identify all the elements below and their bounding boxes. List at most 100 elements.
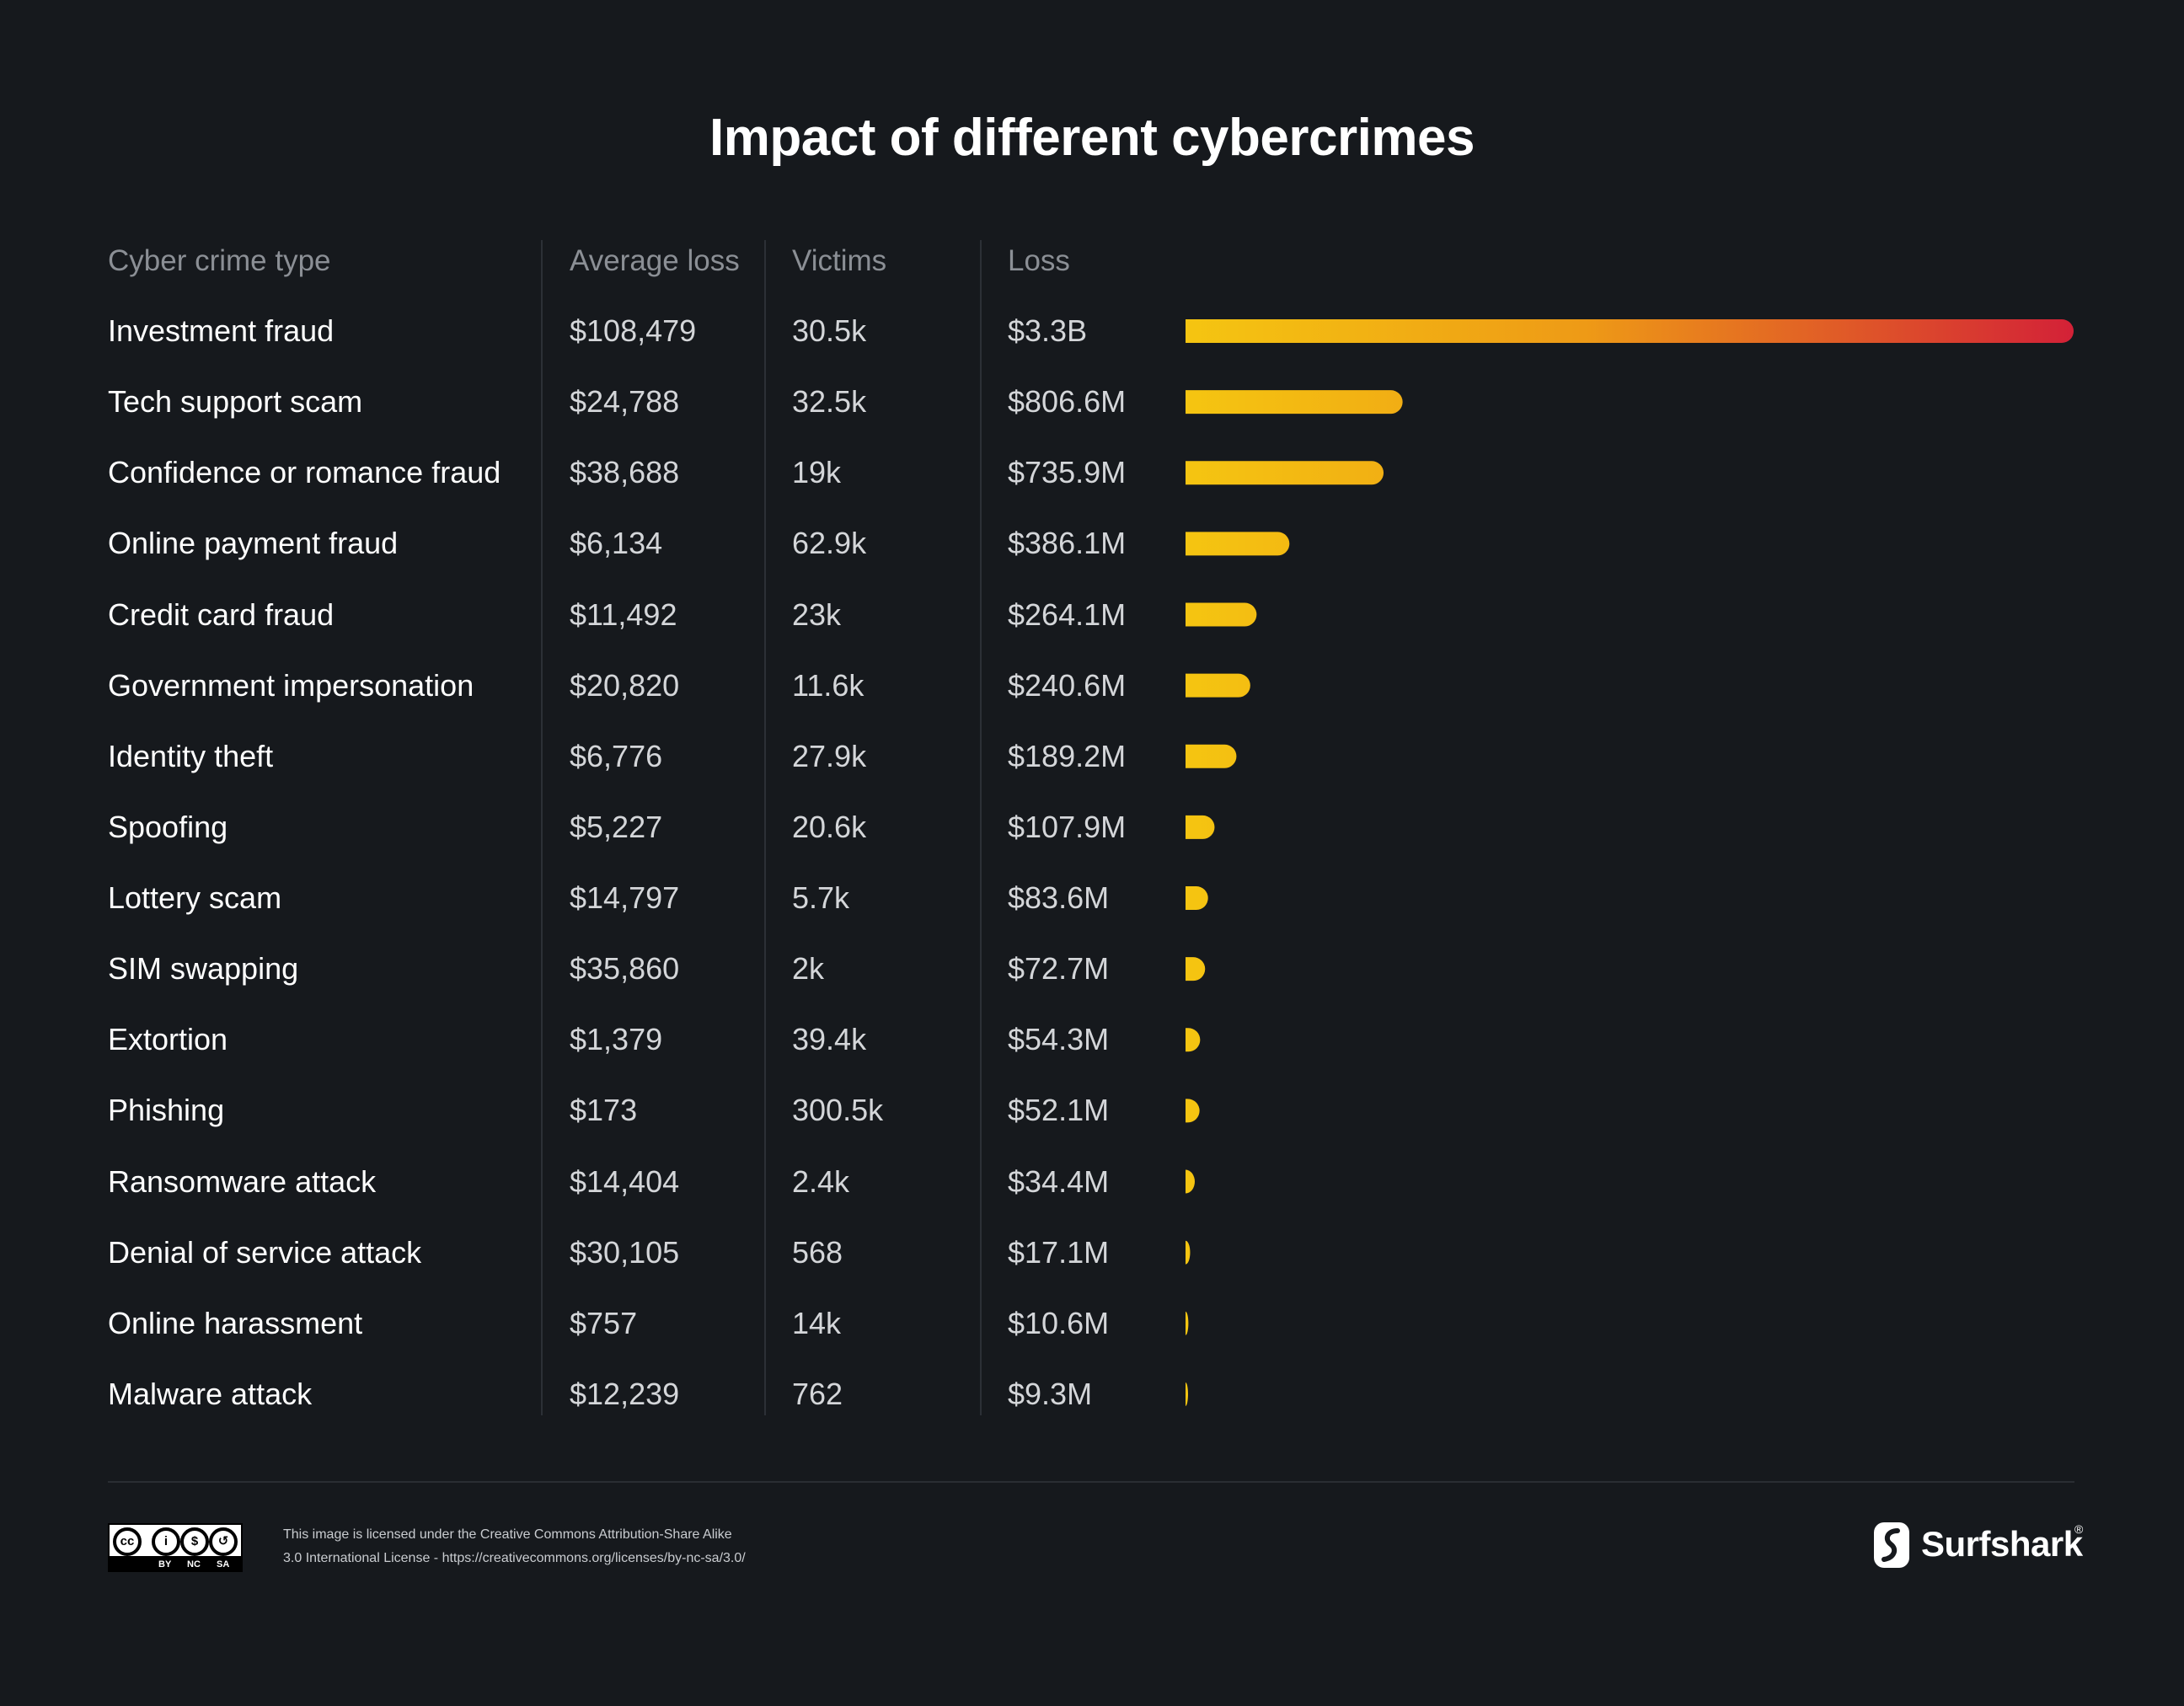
column-divider	[764, 240, 766, 1415]
crime-type: Government impersonation	[108, 667, 474, 703]
loss-label: $3.3B	[1008, 313, 1088, 348]
victims: 20.6k	[792, 809, 867, 844]
loss-bar	[1186, 1311, 1189, 1335]
victims: 39.4k	[792, 1022, 867, 1057]
badge-label-nc: NC	[187, 1559, 201, 1570]
loss-label: $54.3M	[1008, 1022, 1110, 1057]
sa-icon: ↺	[209, 1527, 238, 1556]
average-loss: $38,688	[570, 455, 680, 490]
loss-bar	[1186, 602, 1257, 627]
victims: 19k	[792, 455, 842, 490]
badge-label-by: BY	[158, 1559, 172, 1570]
victims: 11.6k	[792, 667, 864, 703]
victims: 300.5k	[792, 1093, 884, 1128]
license-line-2: 3.0 International License - https://crea…	[283, 1551, 746, 1565]
crime-type: Phishing	[108, 1093, 225, 1128]
loss-label: $189.2M	[1008, 738, 1127, 773]
crime-type: SIM swapping	[108, 951, 299, 987]
average-loss: $24,788	[570, 384, 680, 420]
loss-bar	[1186, 461, 1384, 485]
victims: 30.5k	[792, 313, 867, 348]
victims: 2.4k	[792, 1163, 850, 1199]
average-loss: $20,820	[570, 667, 680, 703]
average-loss: $35,860	[570, 951, 680, 987]
average-loss: $108,479	[570, 313, 697, 348]
crime-type: Online harassment	[108, 1305, 363, 1340]
victims: 568	[792, 1234, 843, 1270]
crime-type: Identity theft	[108, 738, 274, 773]
crime-type: Confidence or romance fraud	[108, 455, 501, 490]
loss-label: $72.7M	[1008, 951, 1110, 987]
nc-icon: $	[180, 1527, 209, 1556]
loss-bar	[1186, 1169, 1195, 1194]
loss-bar	[1186, 1028, 1201, 1052]
victims: 14k	[792, 1305, 842, 1340]
crime-type: Ransomware attack	[108, 1163, 377, 1199]
loss-bar	[1186, 390, 1403, 414]
loss-label: $34.4M	[1008, 1163, 1110, 1199]
loss-bar	[1186, 1382, 1188, 1406]
crime-type: Spoofing	[108, 809, 228, 844]
loss-label: $806.6M	[1008, 384, 1127, 420]
loss-bar	[1186, 673, 1250, 698]
loss-bar	[1186, 744, 1237, 768]
page-title: Impact of different cybercrimes	[709, 109, 1475, 167]
loss-label: $735.9M	[1008, 455, 1127, 490]
average-loss: $1,379	[570, 1022, 663, 1057]
loss-label: $10.6M	[1008, 1305, 1110, 1340]
victims: 5.7k	[792, 880, 850, 916]
header-loss: Loss	[1008, 244, 1070, 277]
crime-type: Tech support scam	[108, 384, 363, 420]
average-loss: $14,797	[570, 880, 680, 916]
victims: 27.9k	[792, 738, 867, 773]
average-loss: $6,776	[570, 738, 663, 773]
victims: 762	[792, 1376, 843, 1411]
loss-label: $240.6M	[1008, 667, 1127, 703]
loss-label: $264.1M	[1008, 596, 1127, 632]
crime-type: Extortion	[108, 1022, 228, 1057]
loss-bar	[1186, 1240, 1191, 1265]
header-average-loss: Average loss	[570, 244, 740, 277]
average-loss: $173	[570, 1093, 638, 1128]
victims: 2k	[792, 951, 825, 987]
average-loss: $30,105	[570, 1234, 680, 1270]
victims: 32.5k	[792, 384, 867, 420]
average-loss: $6,134	[570, 526, 663, 561]
license-text: This image is licensed under the Creativ…	[283, 1523, 746, 1570]
loss-bar	[1186, 1099, 1200, 1123]
header-victims: Victims	[792, 244, 887, 277]
cc-icon: cc	[113, 1527, 142, 1556]
loss-label: $107.9M	[1008, 809, 1127, 844]
average-loss: $757	[570, 1305, 638, 1340]
loss-bar	[1186, 532, 1290, 556]
column-divider	[980, 240, 982, 1415]
loss-bar	[1186, 815, 1215, 839]
brand-name: Surfshark	[1921, 1524, 2083, 1564]
average-loss: $12,239	[570, 1376, 680, 1411]
victims: 62.9k	[792, 526, 867, 561]
loss-bar	[1186, 319, 2074, 343]
footer-divider	[108, 1481, 2074, 1483]
crime-type: Denial of service attack	[108, 1234, 422, 1270]
crime-type: Credit card fraud	[108, 596, 335, 632]
crime-type: Malware attack	[108, 1376, 313, 1411]
average-loss: $11,492	[570, 596, 677, 632]
cc-license-badge: cc i $ ↺ BY NC SA	[108, 1523, 243, 1572]
header-type: Cyber crime type	[108, 244, 331, 277]
average-loss: $5,227	[570, 809, 663, 844]
loss-label: $83.6M	[1008, 880, 1110, 916]
license-line-1: This image is licensed under the Creativ…	[283, 1527, 732, 1542]
surfshark-logo-icon	[1874, 1522, 1909, 1568]
crime-type: Lottery scam	[108, 880, 282, 916]
column-divider	[541, 240, 543, 1415]
crime-type: Investment fraud	[108, 313, 335, 348]
victims: 23k	[792, 596, 842, 632]
crime-type: Online payment fraud	[108, 526, 399, 561]
registered-mark: ®	[2074, 1522, 2084, 1536]
loss-label: $52.1M	[1008, 1093, 1110, 1128]
by-icon: i	[152, 1527, 180, 1556]
loss-bar	[1186, 886, 1208, 911]
loss-label: $9.3M	[1008, 1376, 1093, 1411]
average-loss: $14,404	[570, 1163, 680, 1199]
loss-bar	[1186, 957, 1206, 981]
